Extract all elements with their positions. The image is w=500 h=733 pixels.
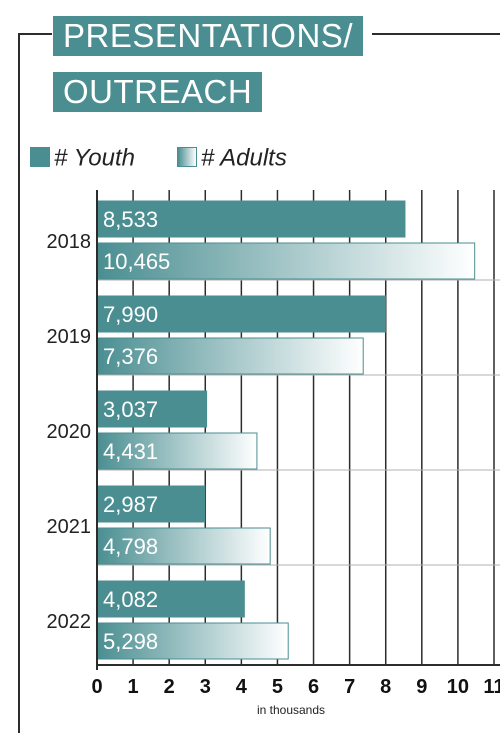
category-label-2020: 2020 [47,421,92,443]
data-label-adults-2020: 4,431 [103,439,158,464]
category-label-2022: 2022 [47,611,92,633]
x-tick-label-9: 9 [416,676,427,698]
x-tick-label-4: 4 [236,676,248,698]
x-tick-label-6: 6 [308,676,319,698]
data-label-adults-2019: 7,376 [103,344,158,369]
bar-adults-2020 [96,432,258,470]
x-axis-label: in thousands [257,703,325,717]
x-tick-label-5: 5 [272,676,283,698]
bar-youth-2018 [96,200,406,238]
legend-label-youth: # Youth [54,144,135,172]
data-label-youth-2021: 2,987 [103,492,158,517]
category-label-2021: 2021 [47,516,92,538]
legend-item-youth: # Youth [30,144,135,173]
bar-youth-2022 [96,580,245,618]
bar-youth-2020 [96,390,208,428]
axes: 2018 2019 2020 2021 2022 0 1 2 3 4 5 6 7 8 9 10 11 in tho… [47,190,500,717]
bar-adults-2022 [96,622,289,660]
legend-swatch-adults [177,146,197,167]
data-label-youth-2020: 3,037 [103,397,158,422]
data-label-adults-2022: 5,298 [103,629,158,654]
x-tick-label-1: 1 [128,676,139,698]
bar-adults-2018 [96,242,476,280]
chart-title-line-2: OUTREACH [53,72,263,112]
x-tick-label-10: 10 [447,676,469,698]
x-tick-label-0: 0 [91,676,102,698]
x-tick-label-11: 11 [483,676,500,698]
chart-title-line-1: PRESENTATIONS/ [53,16,363,56]
bar-adults-2019 [96,337,364,375]
category-label-2019: 2019 [47,326,92,348]
data-label-youth-2018: 8,533 [103,207,158,232]
frame-top-border-left [18,33,52,35]
data-label-adults-2021: 4,798 [103,534,158,559]
frame-top-border-right [372,33,500,35]
bar-adults-2021 [96,527,271,565]
data-label-youth-2019: 7,990 [103,302,158,327]
legend-label-adults: # Adults [201,144,287,172]
x-tick-label-7: 7 [344,676,355,698]
x-tick-label-8: 8 [380,676,391,698]
frame-left-border [18,33,20,733]
data-label-adults-2018: 10,465 [103,249,170,274]
category-label-2018: 2018 [47,231,92,253]
legend-item-adults: # Adults [177,144,287,173]
bar-youth-2021 [96,485,206,523]
data-label-youth-2022: 4,082 [103,587,158,612]
legend-swatch-youth [30,146,50,167]
bars: 8,533 10,465 7,990 7,376 3,037 4,431 2,987 4,79… [96,200,476,660]
x-tick-label-3: 3 [200,676,211,698]
x-tick-label-2: 2 [164,676,175,698]
